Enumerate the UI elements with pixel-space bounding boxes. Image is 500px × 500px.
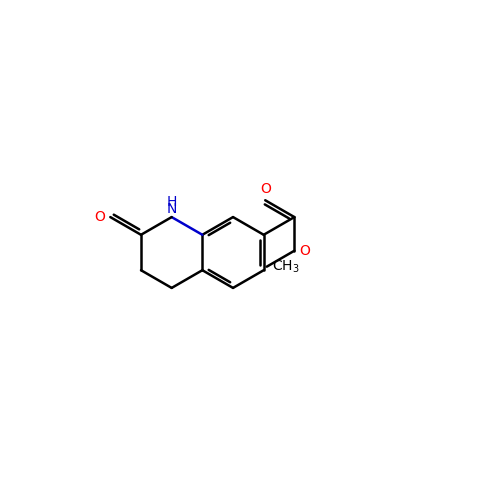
Text: O: O (299, 244, 310, 258)
Text: N: N (166, 202, 177, 216)
Text: H: H (166, 194, 177, 208)
Text: CH$_3$: CH$_3$ (272, 258, 299, 275)
Text: O: O (94, 210, 105, 224)
Text: O: O (260, 182, 270, 196)
